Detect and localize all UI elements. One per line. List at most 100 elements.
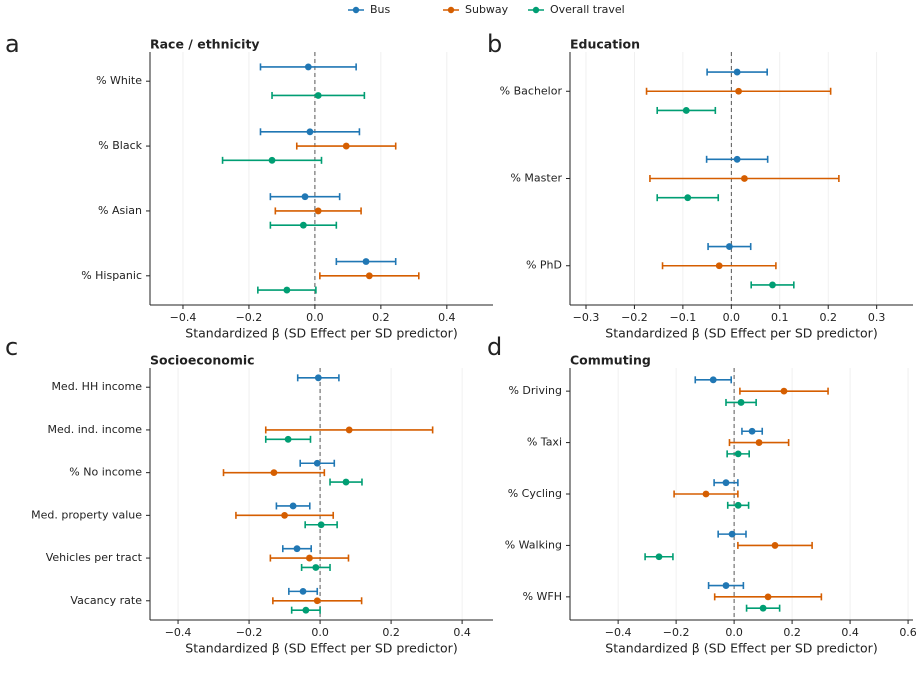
y-tick-label: % Walking bbox=[505, 538, 562, 551]
point bbox=[722, 582, 730, 589]
x-tick-label: −0.2 bbox=[621, 311, 648, 324]
legend-marker bbox=[447, 6, 455, 14]
point bbox=[314, 374, 322, 382]
y-tick-label: % White bbox=[96, 74, 142, 87]
point bbox=[734, 501, 742, 509]
point bbox=[728, 530, 736, 538]
point bbox=[771, 542, 779, 549]
point bbox=[299, 221, 307, 229]
point bbox=[741, 175, 748, 182]
point bbox=[682, 107, 690, 114]
y-tick-label: % No income bbox=[69, 466, 142, 479]
point bbox=[709, 376, 717, 384]
x-tick-label: −0.2 bbox=[236, 311, 263, 324]
legend-label: Bus bbox=[370, 3, 391, 16]
x-tick-label: −0.2 bbox=[663, 626, 690, 639]
x-tick-label: 0.6 bbox=[899, 626, 917, 639]
chart-title: Socioeconomic bbox=[150, 353, 255, 368]
x-tick-label: 0.4 bbox=[453, 626, 471, 639]
y-tick-label: % Taxi bbox=[527, 436, 562, 449]
panel-label: c bbox=[5, 333, 18, 361]
legend-marker bbox=[532, 6, 540, 14]
y-tick-label: % WFH bbox=[523, 590, 562, 603]
x-tick-label: −0.3 bbox=[573, 311, 600, 324]
y-tick-label: % Hispanic bbox=[81, 269, 142, 282]
x-tick-label: 0.0 bbox=[723, 311, 741, 324]
y-tick-label: % Master bbox=[510, 172, 562, 185]
point bbox=[317, 521, 325, 529]
legend-marker bbox=[352, 6, 360, 14]
point bbox=[759, 604, 767, 612]
y-tick-label: % Cycling bbox=[508, 487, 562, 500]
point bbox=[365, 272, 373, 280]
x-tick-label: 0.2 bbox=[372, 311, 390, 324]
point bbox=[737, 399, 745, 406]
x-axis-label: Standardized β (SD Effect per SD predict… bbox=[185, 326, 457, 341]
point bbox=[769, 281, 776, 289]
point bbox=[306, 554, 313, 562]
x-tick-label: 0.4 bbox=[841, 626, 859, 639]
point bbox=[684, 194, 692, 202]
x-tick-label: −0.4 bbox=[170, 311, 197, 324]
chart-title: Education bbox=[570, 37, 640, 52]
point bbox=[284, 435, 292, 443]
x-axis-label: Standardized β (SD Effect per SD predict… bbox=[185, 641, 457, 656]
x-tick-label: −0.4 bbox=[165, 626, 192, 639]
y-tick-label: % Driving bbox=[508, 384, 562, 397]
panel-label: d bbox=[487, 333, 502, 361]
x-tick-label: −0.2 bbox=[236, 626, 263, 639]
point bbox=[302, 606, 310, 614]
point bbox=[715, 262, 723, 270]
x-tick-label: −0.1 bbox=[670, 311, 697, 324]
point bbox=[314, 92, 322, 99]
point bbox=[268, 156, 276, 164]
point bbox=[301, 193, 309, 201]
point bbox=[289, 502, 297, 510]
chart-title: Race / ethnicity bbox=[150, 37, 260, 52]
point bbox=[313, 597, 321, 605]
y-tick-label: % Asian bbox=[98, 204, 142, 217]
chart-title: Commuting bbox=[570, 353, 651, 368]
y-tick-label: Med. ind. income bbox=[47, 423, 142, 436]
x-tick-label: 0.2 bbox=[819, 311, 837, 324]
y-tick-label: % PhD bbox=[526, 259, 562, 272]
point bbox=[306, 128, 314, 136]
point bbox=[702, 490, 710, 498]
point bbox=[342, 478, 350, 486]
legend-label: Subway bbox=[465, 3, 509, 16]
x-axis-label: Standardized β (SD Effect per SD predict… bbox=[605, 326, 877, 341]
x-tick-label: 0.3 bbox=[868, 311, 886, 324]
panel-label: b bbox=[487, 30, 502, 58]
point bbox=[735, 87, 742, 95]
x-tick-label: 0.2 bbox=[783, 626, 801, 639]
x-tick-label: 0.0 bbox=[306, 311, 324, 324]
x-tick-label: 0.4 bbox=[438, 311, 456, 324]
point bbox=[722, 479, 730, 487]
point bbox=[270, 469, 278, 477]
point bbox=[304, 63, 312, 71]
x-tick-label: 0.2 bbox=[382, 626, 400, 639]
point bbox=[345, 426, 353, 434]
x-tick-label: 0.1 bbox=[771, 311, 789, 324]
y-tick-label: % Bachelor bbox=[500, 84, 563, 97]
point bbox=[299, 587, 307, 595]
point bbox=[764, 593, 772, 601]
point bbox=[312, 564, 320, 571]
point bbox=[362, 258, 370, 265]
x-axis-label: Standardized β (SD Effect per SD predict… bbox=[605, 641, 877, 656]
point bbox=[733, 155, 741, 163]
point bbox=[281, 511, 288, 519]
point bbox=[755, 439, 763, 446]
legend-label: Overall travel bbox=[550, 3, 625, 16]
point bbox=[780, 387, 788, 395]
point bbox=[314, 207, 322, 215]
y-tick-label: Med. property value bbox=[31, 508, 142, 521]
x-tick-label: 0.0 bbox=[311, 626, 329, 639]
point bbox=[342, 142, 350, 150]
y-tick-label: % Black bbox=[98, 139, 142, 152]
y-tick-label: Vehicles per tract bbox=[46, 551, 143, 564]
x-tick-label: −0.4 bbox=[605, 626, 632, 639]
point bbox=[313, 459, 321, 467]
point bbox=[748, 427, 756, 435]
